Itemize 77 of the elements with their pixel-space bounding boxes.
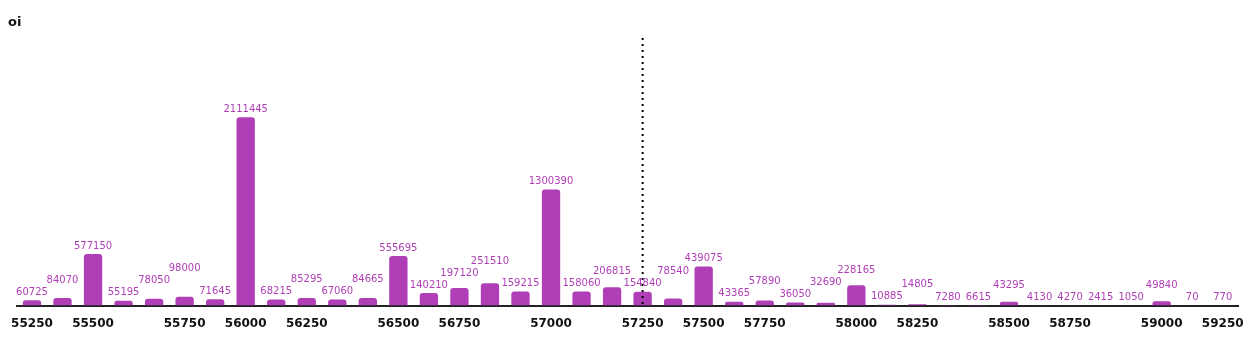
data-label: 78050 <box>138 274 171 286</box>
data-label: 7280 <box>935 290 961 302</box>
data-label: 228165 <box>837 263 876 275</box>
x-tick-label: 55500 <box>72 315 114 330</box>
x-tick-label: 56750 <box>438 315 481 330</box>
data-label: 67060 <box>321 285 354 297</box>
data-label: 555695 <box>379 241 418 253</box>
data-label: 158060 <box>562 277 601 289</box>
data-label: 10885 <box>870 290 903 302</box>
data-label: 6615 <box>965 290 992 302</box>
data-label: 577150 <box>73 239 113 251</box>
bar <box>236 117 255 306</box>
x-tick-label: 59250 <box>1201 315 1244 330</box>
data-label: 154840 <box>623 277 662 289</box>
bar <box>480 283 500 306</box>
data-label: 70 <box>1185 291 1199 303</box>
data-label: 140210 <box>409 278 448 290</box>
data-label: 1050 <box>1118 291 1144 303</box>
data-label: 68215 <box>260 285 293 297</box>
x-tick-label: 59000 <box>1140 315 1183 330</box>
bar <box>541 189 561 306</box>
bar <box>53 298 72 306</box>
bar <box>175 296 194 306</box>
data-label: 32690 <box>809 275 842 287</box>
bar <box>83 254 103 306</box>
x-tick-label: 57750 <box>743 315 786 330</box>
data-label: 57890 <box>748 275 781 287</box>
data-label: 4270 <box>1057 290 1083 302</box>
data-label: 4130 <box>1026 290 1053 302</box>
data-label: 14805 <box>901 278 934 290</box>
data-label: 60725 <box>16 285 48 297</box>
data-label: 49840 <box>1145 279 1178 291</box>
bar <box>602 287 622 306</box>
data-label: 251510 <box>470 254 510 266</box>
bar <box>572 291 591 306</box>
x-tick-label: 57500 <box>682 315 725 330</box>
data-label: 84665 <box>351 273 384 285</box>
data-label: 84070 <box>46 273 79 285</box>
data-label: 43295 <box>993 278 1025 290</box>
x-tick-label: 57250 <box>621 315 664 330</box>
x-tick-label: 58500 <box>988 315 1030 330</box>
chart-title: oi <box>8 13 22 29</box>
data-label: 206815 <box>592 265 632 277</box>
bar <box>694 266 713 306</box>
x-tick-label: 56000 <box>224 315 267 330</box>
data-label: 439075 <box>684 252 723 264</box>
x-tick-label: 58750 <box>1049 315 1091 330</box>
x-tick-label: 56500 <box>377 315 420 330</box>
x-tick-label: 58250 <box>896 315 939 330</box>
data-label: 71645 <box>199 284 232 296</box>
x-tick-label: 57000 <box>530 315 572 330</box>
data-label: 159215 <box>501 276 540 288</box>
data-label: 36050 <box>779 287 812 299</box>
data-label: 2415 <box>1087 290 1114 302</box>
bar <box>22 300 42 306</box>
data-label: 197120 <box>440 266 479 278</box>
bar <box>847 285 866 306</box>
bar <box>206 299 225 306</box>
data-label: 85295 <box>290 273 323 285</box>
bar <box>358 298 377 306</box>
data-label: 770 <box>1213 291 1233 303</box>
bar <box>389 256 408 306</box>
x-tick-label: 58000 <box>835 315 878 330</box>
data-label: 43365 <box>718 287 751 299</box>
bar <box>633 291 652 306</box>
bar <box>511 291 530 306</box>
data-label: 2111445 <box>223 102 268 114</box>
data-label: 78540 <box>657 265 690 277</box>
x-tick-label: 55250 <box>11 315 53 330</box>
data-label: 1300390 <box>528 175 574 187</box>
x-tick-label: 56250 <box>285 315 328 330</box>
bar <box>297 297 316 306</box>
bar <box>450 288 469 306</box>
data-label: 55195 <box>107 286 140 298</box>
x-tick-label: 55750 <box>163 315 206 330</box>
data-label: 98000 <box>168 262 201 274</box>
bar <box>419 293 439 306</box>
